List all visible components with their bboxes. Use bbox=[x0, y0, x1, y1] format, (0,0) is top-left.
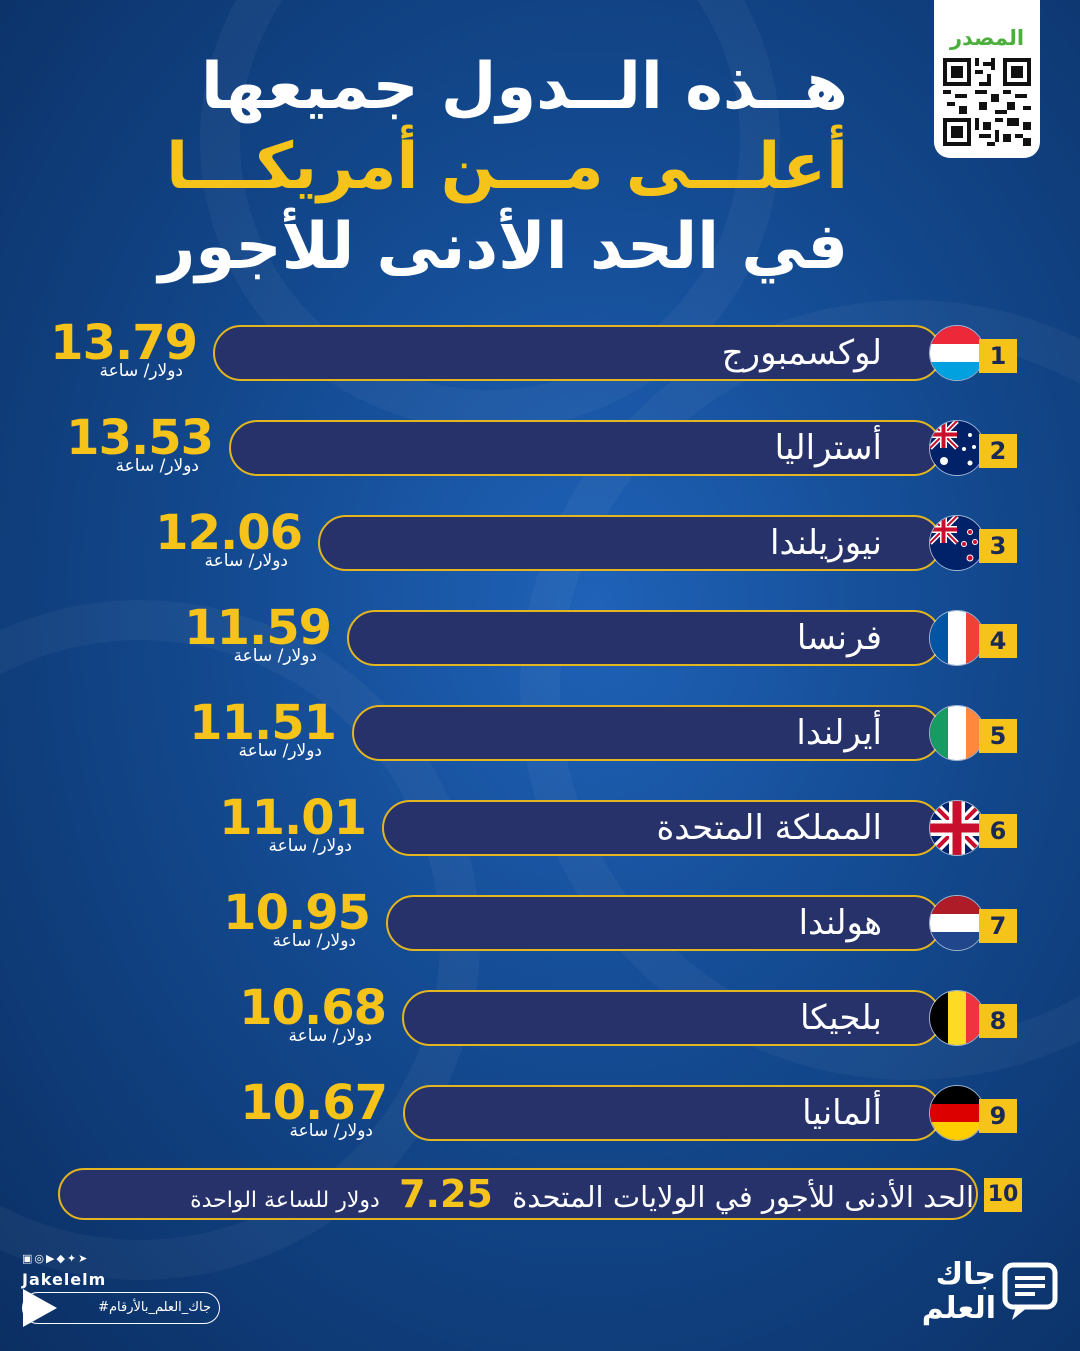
country-bar bbox=[347, 610, 942, 666]
country-bar bbox=[229, 420, 942, 476]
unit-label: دولار/ ساعة bbox=[272, 931, 357, 951]
hashtag-pill[interactable]: #جاك_العلم_بالأرقام bbox=[22, 1289, 220, 1327]
country-row: ألمانيا 9 bbox=[403, 1085, 1017, 1141]
qr-code-icon bbox=[943, 58, 1031, 146]
country-bar bbox=[318, 515, 942, 571]
title-line-2: أعلـــى مـــن أمريكـــا bbox=[166, 130, 848, 204]
rank-badge: 5 bbox=[979, 719, 1017, 753]
play-icon bbox=[23, 1289, 57, 1327]
germany-flag-icon bbox=[929, 1085, 985, 1141]
us-value: 7.25 bbox=[399, 1172, 493, 1216]
title-line-3: في الحد الأدنى للأجور bbox=[158, 210, 849, 284]
country-name: المملكة المتحدة bbox=[656, 808, 882, 848]
country-bar bbox=[403, 1085, 942, 1141]
rank-badge: 7 bbox=[979, 909, 1017, 943]
us-text: الحد الأدنى للأجور في الولايات المتحدة 7… bbox=[190, 1168, 974, 1220]
country-bar bbox=[352, 705, 942, 761]
us-text-after: دولار للساعة الواحدة bbox=[190, 1188, 380, 1213]
title-line-1: هــذه الــدول جميعها bbox=[201, 50, 848, 124]
facebook-icon[interactable]: ▣ bbox=[22, 1252, 35, 1265]
instagram-icon[interactable]: ◎ bbox=[34, 1252, 47, 1265]
rank-badge: 1 bbox=[979, 339, 1017, 373]
telegram-icon[interactable]: ➤ bbox=[78, 1252, 90, 1265]
unit-label: دولار/ ساعة bbox=[268, 836, 353, 856]
value-label: 11.59 bbox=[184, 600, 332, 656]
rank-badge: 2 bbox=[979, 434, 1017, 468]
country-bar bbox=[402, 990, 942, 1046]
netherlands-flag-icon bbox=[929, 895, 985, 951]
country-row: بلجيكا 8 bbox=[402, 990, 1017, 1046]
luxembourg-flag-icon bbox=[929, 325, 985, 381]
value-label: 11.01 bbox=[219, 790, 367, 846]
australia-flag-icon bbox=[929, 420, 985, 476]
belgium-flag-icon bbox=[929, 990, 985, 1046]
source-label: المصدر bbox=[949, 26, 1025, 50]
unit-label: دولار/ ساعة bbox=[99, 361, 184, 381]
france-flag-icon bbox=[929, 610, 985, 666]
brand-logo: جاك العلم bbox=[918, 1258, 1058, 1330]
us-minimum-wage-row: الحد الأدنى للأجور في الولايات المتحدة 7… bbox=[58, 1168, 1022, 1220]
rank-badge: 6 bbox=[979, 814, 1017, 848]
country-row: هولندا 7 bbox=[386, 895, 1017, 951]
country-name: لوكسمبورج bbox=[721, 333, 882, 373]
brand-line-1: جاك bbox=[935, 1257, 996, 1292]
social-handle[interactable]: Jakelelm bbox=[22, 1270, 107, 1289]
ireland-flag-icon bbox=[929, 705, 985, 761]
unit-label: دولار/ ساعة bbox=[238, 741, 323, 761]
country-row: فرنسا 4 bbox=[347, 610, 1017, 666]
youtube-icon[interactable]: ▶ bbox=[46, 1252, 57, 1265]
value-label: 10.68 bbox=[239, 980, 387, 1036]
value-label: 12.06 bbox=[155, 505, 303, 561]
country-name: ألمانيا bbox=[802, 1093, 882, 1133]
us-pill bbox=[58, 1168, 978, 1220]
twitter-icon[interactable]: ✦ bbox=[66, 1252, 79, 1265]
brand-line-2: العلم bbox=[921, 1291, 996, 1326]
source-card[interactable]: المصدر bbox=[934, 0, 1040, 158]
country-bar bbox=[213, 325, 942, 381]
unit-label: دولار/ ساعة bbox=[115, 456, 200, 476]
country-name: هولندا bbox=[798, 903, 882, 943]
rank-badge: 8 bbox=[979, 1004, 1017, 1038]
rank-badge: 3 bbox=[979, 529, 1017, 563]
rank-badge: 9 bbox=[979, 1099, 1017, 1133]
country-row: نيوزيلندا 3 bbox=[318, 515, 1017, 571]
chat-bubble-icon bbox=[1002, 1262, 1058, 1320]
country-name: فرنسا bbox=[796, 618, 882, 658]
brand-name: جاك العلم bbox=[922, 1258, 996, 1326]
snapchat-icon[interactable]: ◆ bbox=[56, 1252, 67, 1265]
country-name: أستراليا bbox=[774, 428, 882, 468]
country-row: المملكة المتحدة 6 bbox=[382, 800, 1017, 856]
social-icons[interactable]: ▣◎▶◆✦➤ bbox=[22, 1252, 89, 1265]
us-rank-badge: 10 bbox=[984, 1178, 1022, 1212]
value-label: 13.53 bbox=[66, 410, 214, 466]
value-label: 13.79 bbox=[50, 315, 198, 371]
country-bar bbox=[386, 895, 942, 951]
unit-label: دولار/ ساعة bbox=[233, 646, 318, 666]
value-label: 10.67 bbox=[240, 1075, 388, 1131]
us-text-before: الحد الأدنى للأجور في الولايات المتحدة bbox=[512, 1180, 974, 1214]
country-name: نيوزيلندا bbox=[770, 523, 882, 563]
country-name: أيرلندا bbox=[796, 713, 882, 753]
new-zealand-flag-icon bbox=[929, 515, 985, 571]
country-name: بلجيكا bbox=[799, 998, 882, 1038]
uk-flag-icon bbox=[929, 800, 985, 856]
value-label: 10.95 bbox=[223, 885, 371, 941]
rank-badge: 4 bbox=[979, 624, 1017, 658]
value-label: 11.51 bbox=[189, 695, 337, 751]
country-row: أستراليا 2 bbox=[229, 420, 1017, 476]
country-row: لوكسمبورج 1 bbox=[213, 325, 1017, 381]
country-row: أيرلندا 5 bbox=[352, 705, 1017, 761]
unit-label: دولار/ ساعة bbox=[288, 1026, 373, 1046]
unit-label: دولار/ ساعة bbox=[204, 551, 289, 571]
hashtag-text: #جاك_العلم_بالأرقام bbox=[98, 1300, 211, 1315]
unit-label: دولار/ ساعة bbox=[289, 1121, 374, 1141]
